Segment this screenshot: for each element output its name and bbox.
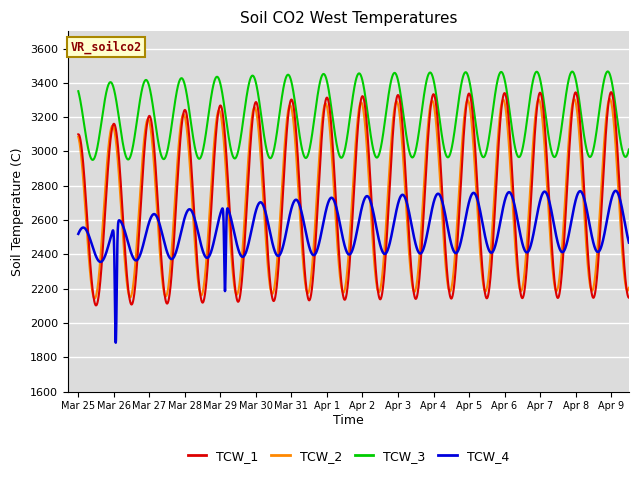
TCW_3 [604,69,612,74]
TCW_1 [614,164,622,169]
TCW_3 [286,73,294,79]
TCW_4 [74,231,82,237]
Line: TCW_1: TCW_1 [78,92,629,305]
TCW_4 [625,240,633,245]
TCW_1 [625,295,633,300]
TCW_4 [614,192,622,197]
TCW_1 [555,293,563,299]
TCW_4 [555,244,563,250]
TCW_2 [91,296,99,301]
TCW_1 [170,239,178,244]
TCW_1 [74,132,82,137]
TCW_3 [138,90,145,96]
TCW_3 [170,106,178,112]
TCW_4 [138,249,145,254]
TCW_1 [607,89,615,95]
TCW_1 [286,102,294,108]
TCW_1 [92,302,100,308]
TCW_4 [112,340,120,346]
TCW_2 [606,96,614,102]
TCW_3 [74,88,82,94]
Line: TCW_4: TCW_4 [78,191,629,343]
Y-axis label: Soil Temperature (C): Soil Temperature (C) [11,147,24,276]
TCW_2 [310,246,317,252]
TCW_2 [138,172,145,178]
TCW_4 [612,188,620,193]
TCW_2 [170,213,178,218]
TCW_2 [555,279,563,285]
X-axis label: Time: Time [333,414,364,427]
TCW_2 [614,189,622,195]
Title: Soil CO2 West Temperatures: Soil CO2 West Temperatures [239,11,457,26]
Text: VR_soilco2: VR_soilco2 [70,40,141,54]
TCW_3 [89,157,97,163]
TCW_2 [74,134,82,140]
TCW_1 [310,270,317,276]
TCW_1 [138,195,145,201]
TCW_3 [310,122,317,128]
Line: TCW_2: TCW_2 [78,99,629,299]
TCW_4 [310,252,317,258]
TCW_4 [170,254,178,260]
TCW_3 [555,142,563,147]
Line: TCW_3: TCW_3 [78,72,629,160]
Legend: TCW_1, TCW_2, TCW_3, TCW_4: TCW_1, TCW_2, TCW_3, TCW_4 [182,444,514,468]
TCW_2 [286,103,294,108]
TCW_4 [286,213,294,219]
TCW_3 [625,146,633,152]
TCW_3 [614,125,622,131]
TCW_2 [625,285,633,291]
